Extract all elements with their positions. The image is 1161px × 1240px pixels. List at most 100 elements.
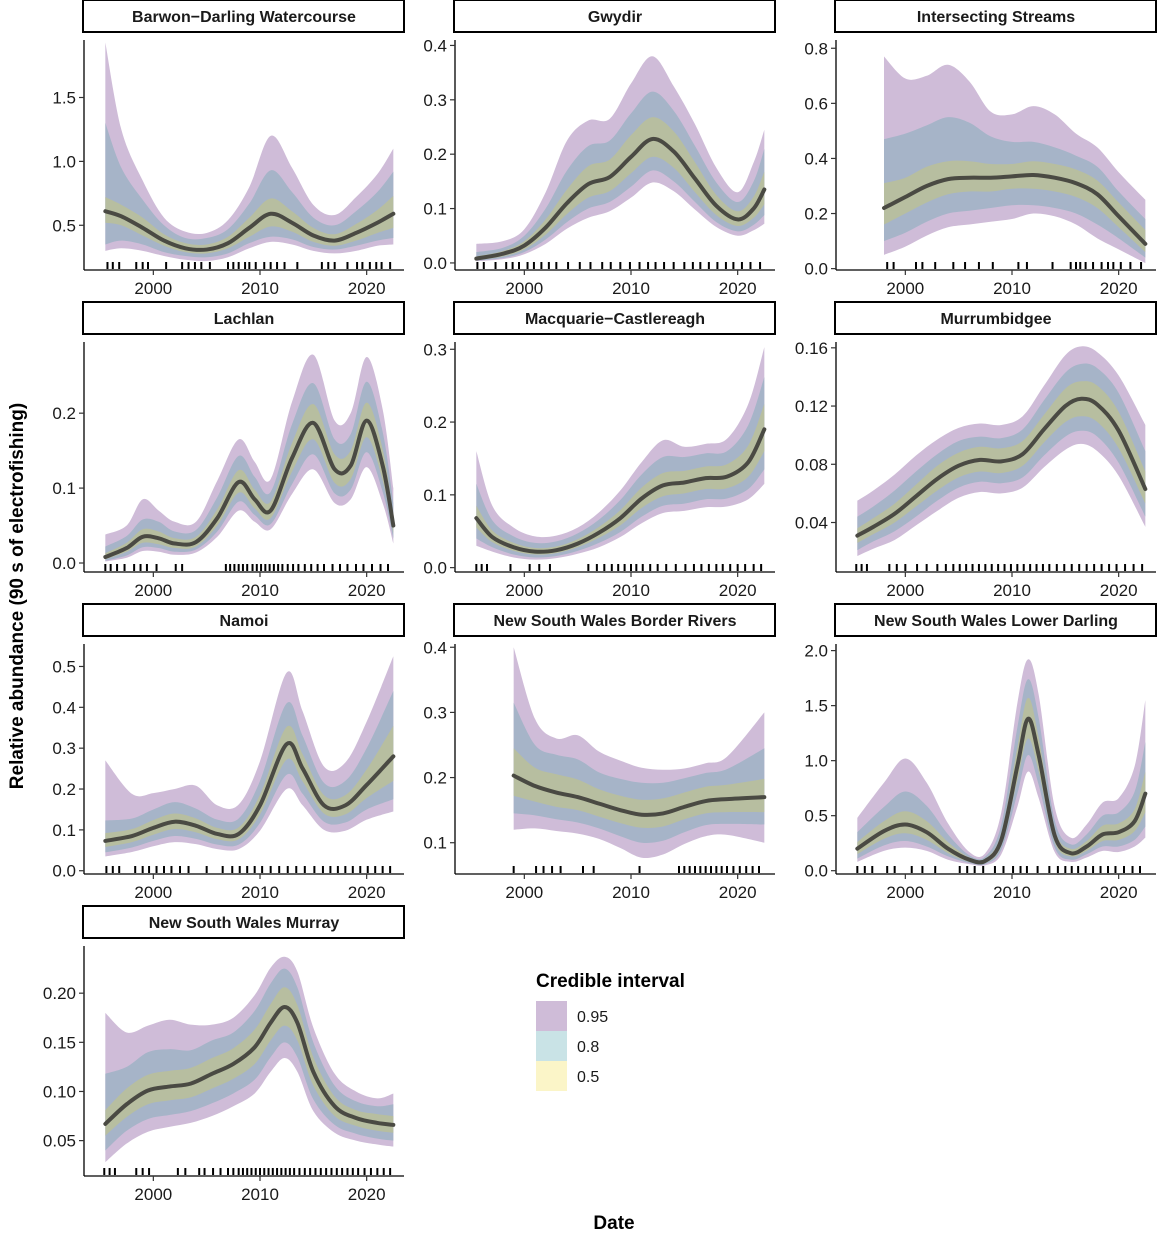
legend-title: Credible interval <box>536 971 685 992</box>
y-tick-label: 0.4 <box>804 149 828 168</box>
y-tick-label: 0.6 <box>804 94 828 113</box>
y-tick-label: 0.08 <box>795 455 828 474</box>
ci80-band <box>105 690 394 853</box>
facet-strip <box>82 0 405 33</box>
y-tick-label: 0.0 <box>52 554 76 573</box>
panel-new-south-wales-lower-darling: New South Wales Lower Darling 0.0 0.5 1.0 1.… <box>804 603 1157 902</box>
y-tick-label: 0.10 <box>43 1082 76 1101</box>
ci80-band <box>857 679 1146 866</box>
facet-title: Lachlan <box>214 311 274 328</box>
y-axis-label: Relative abundance (90 s of electrofishi… <box>7 403 28 789</box>
data-layer <box>511 647 767 859</box>
y-tick-label: 0.0 <box>423 254 447 273</box>
legend-label-050: 0.5 <box>577 1069 599 1086</box>
legend-swatch-095 <box>536 1001 567 1031</box>
x-tick-label: 2020 <box>348 581 386 600</box>
data-layer <box>474 56 767 262</box>
ci50-band <box>105 725 394 848</box>
y-tick-label: 0.2 <box>52 404 76 423</box>
y-tick-label: 0.4 <box>52 698 76 717</box>
x-tick-label: 2010 <box>612 279 650 298</box>
facet-strip <box>82 905 405 939</box>
legend-label-080: 0.8 <box>577 1039 599 1056</box>
rug <box>476 262 762 269</box>
y-tick-label: 2.0 <box>804 642 828 661</box>
facet-title: Namoi <box>220 613 269 630</box>
rug <box>475 564 763 571</box>
y-tick-label: 0.2 <box>804 205 828 224</box>
y-tick-label: 0.2 <box>423 769 447 788</box>
panel-murrumbidgee: Murrumbidgee 0.04 0.08 0.12 0.16 2000 2010 2020 <box>795 301 1157 600</box>
data-layer <box>103 354 396 562</box>
data-layer <box>474 347 767 560</box>
x-tick-label: 2010 <box>241 1185 279 1204</box>
facet-title: New South Wales Lower Darling <box>874 613 1118 630</box>
ci80-band <box>105 123 394 258</box>
y-tick-label: 0.0 <box>804 862 828 881</box>
y-tick-label: 0.1 <box>52 479 76 498</box>
median-line <box>103 740 396 843</box>
x-tick-label: 2000 <box>134 279 172 298</box>
y-tick-label: 0.0 <box>804 260 828 279</box>
facet-strip <box>82 301 405 335</box>
y-tick-label: 0.3 <box>52 739 76 758</box>
y-tick-label: 0.20 <box>43 984 76 1003</box>
y-tick-label: 1.5 <box>52 89 76 108</box>
rug <box>105 866 392 873</box>
ci95-band <box>476 347 765 560</box>
y-tick-label: 0.1 <box>423 486 447 505</box>
facet-title: Barwon−Darling Watercourse <box>132 9 356 26</box>
legend-swatch-050 <box>536 1061 567 1091</box>
y-tick-label: 0.2 <box>423 145 447 164</box>
y-tick-label: 0.05 <box>43 1132 76 1151</box>
data-layer <box>855 346 1148 556</box>
legend-swatch-080 <box>536 1031 567 1061</box>
x-tick-label: 2000 <box>505 581 543 600</box>
y-tick-label: 0.15 <box>43 1033 76 1052</box>
panel-gwydir: Gwydir 0.0 0.1 0.2 0.3 0.4 2000 2010 2020 <box>423 0 776 298</box>
ci50-band <box>513 748 765 828</box>
facet-title: Murrumbidgee <box>940 311 1051 328</box>
panel-barwon-darling-watercourse: Barwon−Darling Watercourse 0.5 1.0 1.5 2000 2… <box>52 0 405 298</box>
facet-title: New South Wales Murray <box>149 915 340 932</box>
x-tick-label: 2020 <box>1100 279 1138 298</box>
x-tick-label: 2020 <box>719 581 757 600</box>
x-tick-label: 2010 <box>993 883 1031 902</box>
x-tick-label: 2000 <box>886 581 924 600</box>
x-tick-label: 2000 <box>886 279 924 298</box>
x-axis-label: Date <box>593 1213 634 1234</box>
x-tick-label: 2000 <box>886 883 924 902</box>
x-tick-label: 2020 <box>719 883 757 902</box>
y-tick-label: 0.5 <box>52 657 76 676</box>
panel-new-south-wales-murray: New South Wales Murray 0.05 0.10 0.15 0.20 20… <box>43 905 405 1204</box>
data-layer <box>103 42 396 262</box>
rug <box>886 262 1143 269</box>
data-layer <box>103 656 396 857</box>
facet-strip <box>834 0 1157 33</box>
y-tick-label: 1.0 <box>804 752 828 771</box>
y-tick-label: 1.0 <box>52 152 76 171</box>
facet-strip <box>453 301 776 335</box>
y-tick-label: 0.2 <box>52 780 76 799</box>
facet-strip <box>453 603 776 637</box>
median-line <box>855 396 1148 538</box>
panel-macquarie-castlereagh: Macquarie−Castlereagh 0.0 0.1 0.2 0.3 2000 201… <box>423 301 776 600</box>
ci50-band <box>105 402 394 560</box>
x-tick-label: 2020 <box>1100 581 1138 600</box>
rug <box>103 1168 392 1175</box>
y-tick-label: 0.2 <box>423 413 447 432</box>
facet-strip <box>834 301 1157 335</box>
x-tick-label: 2010 <box>612 883 650 902</box>
y-tick-label: 0.1 <box>52 821 76 840</box>
y-tick-label: 0.1 <box>423 200 447 219</box>
ci50-band <box>105 987 394 1136</box>
x-tick-label: 2010 <box>993 581 1031 600</box>
facet-title: Intersecting Streams <box>917 9 1075 26</box>
legend: Credible interval 0.95 0.8 0.5 <box>536 971 685 1091</box>
y-tick-label: 0.1 <box>423 834 447 853</box>
legend-label-095: 0.95 <box>577 1009 608 1026</box>
y-tick-label: 0.4 <box>423 36 447 55</box>
x-tick-label: 2020 <box>348 1185 386 1204</box>
facet-title: New South Wales Border Rivers <box>493 613 736 630</box>
